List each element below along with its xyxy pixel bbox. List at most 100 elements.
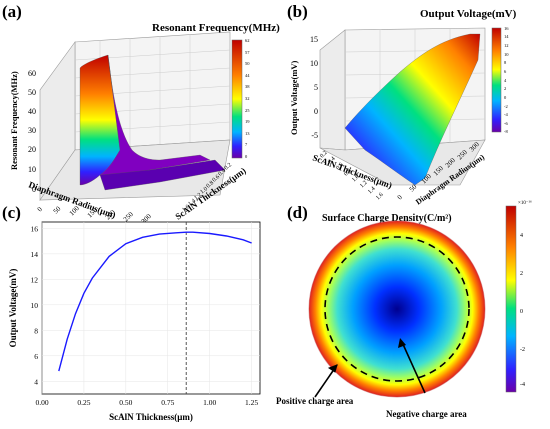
svg-text:4: 4 bbox=[504, 78, 507, 83]
svg-text:2: 2 bbox=[520, 271, 523, 277]
svg-text:1.0: 1.0 bbox=[199, 186, 209, 195]
svg-text:0: 0 bbox=[314, 107, 318, 116]
panel-d-negative-arrow bbox=[401, 341, 426, 394]
panel-b-side-wall bbox=[319, 29, 346, 151]
svg-text:0.6: 0.6 bbox=[335, 162, 345, 172]
panel-b-label: (b) bbox=[287, 2, 308, 21]
svg-text:14: 14 bbox=[504, 34, 509, 39]
panel-a-surface-floor bbox=[99, 159, 226, 191]
svg-text:-5: -5 bbox=[311, 131, 318, 140]
panel-c-x-ticks: 0.00 0.25 0.50 0.75 1.00 1.25 bbox=[35, 398, 258, 407]
svg-text:1.2: 1.2 bbox=[193, 192, 203, 201]
panel-a-colorbar-ticks: 62 57 50 44 38 32 25 19 13 7 0 bbox=[245, 38, 250, 159]
panel-b-title: Output Voltage(mV) bbox=[420, 8, 517, 20]
svg-text:38: 38 bbox=[245, 84, 250, 89]
panel-c-y-tick-label: 10 bbox=[31, 301, 39, 310]
panel-c-y-label: Output Voltage(mV) bbox=[8, 269, 18, 348]
panel-b-y-ticks: 0 50 100 150 200 250 300 bbox=[396, 140, 481, 201]
panel-d-outer-ring bbox=[308, 220, 486, 398]
panel-d-title: Surface Charge Density(C/m²) bbox=[322, 213, 452, 224]
panel-b-x-ticks: 0.2 0.4 0.6 0.8 1.0 1.2 1.4 1.6 bbox=[319, 150, 385, 202]
panel-c-y-ticks: 4 6 8 10 12 14 16 bbox=[31, 224, 39, 386]
svg-text:-4: -4 bbox=[520, 382, 525, 388]
svg-text:8: 8 bbox=[504, 60, 507, 65]
panel-d-label: (d) bbox=[287, 203, 308, 222]
svg-text:-8: -8 bbox=[504, 129, 508, 134]
svg-text:-4: -4 bbox=[504, 112, 508, 117]
svg-text:0.4: 0.4 bbox=[327, 156, 337, 166]
panel-c-x-tick-label: 0.75 bbox=[161, 398, 174, 407]
svg-text:12: 12 bbox=[504, 43, 509, 48]
svg-text:2: 2 bbox=[504, 86, 506, 91]
svg-text:50: 50 bbox=[28, 88, 36, 97]
panel-a-z-label: Resonant Frequency(MHz) bbox=[9, 71, 19, 170]
panel-c-x-label: ScAlN Thickness(μm) bbox=[109, 412, 193, 422]
panel-c-chart: 4 6 8 10 12 14 16 0.00 0.25 0.50 0.75 1.00 1.25 ScA… bbox=[8, 221, 261, 422]
svg-text:0.4: 0.4 bbox=[217, 168, 227, 177]
panel-b-surface bbox=[344, 33, 481, 186]
panel-c-x-tick-label: 0.25 bbox=[77, 398, 90, 407]
svg-text:32: 32 bbox=[245, 96, 250, 101]
svg-text:44: 44 bbox=[245, 73, 250, 78]
panel-d-colorbar bbox=[505, 205, 517, 393]
svg-text:10: 10 bbox=[310, 59, 318, 68]
svg-text:1.2: 1.2 bbox=[359, 180, 369, 190]
panel-c-plot-frame bbox=[41, 221, 261, 395]
svg-text:6: 6 bbox=[504, 69, 507, 74]
panel-c-x-tick-label: 0.50 bbox=[119, 398, 132, 407]
panel-c-y-tick-label: 14 bbox=[31, 250, 39, 259]
panel-c-series-line bbox=[58, 231, 252, 372]
svg-text:-6: -6 bbox=[504, 121, 508, 126]
svg-text:-2: -2 bbox=[520, 347, 525, 353]
panel-a-y-ticks: 0.2 0.4 0.6 0.8 1.0 1.2 1.4 1.6 bbox=[181, 162, 233, 213]
svg-text:0.8: 0.8 bbox=[205, 180, 215, 189]
panel-b-chart: 16 14 12 10 8 6 4 2 0 -2 -4 -6 -8 -5 0 5… bbox=[289, 26, 509, 207]
svg-text:50: 50 bbox=[408, 182, 419, 193]
svg-text:13: 13 bbox=[245, 131, 250, 136]
svg-text:16: 16 bbox=[504, 26, 509, 31]
panel-d-colorbar-exponent: ×10⁻¹⁶ bbox=[518, 200, 532, 206]
svg-text:-2: -2 bbox=[504, 104, 508, 109]
svg-text:0: 0 bbox=[245, 154, 248, 159]
svg-text:0: 0 bbox=[32, 185, 36, 194]
svg-text:10: 10 bbox=[28, 165, 36, 174]
panel-c-label: (c) bbox=[2, 203, 21, 222]
panel-b-colorbar bbox=[491, 27, 502, 133]
svg-text:1.4: 1.4 bbox=[367, 186, 377, 196]
svg-text:62: 62 bbox=[245, 38, 250, 43]
svg-text:0.6: 0.6 bbox=[211, 174, 221, 183]
svg-text:20: 20 bbox=[28, 145, 36, 154]
svg-text:40: 40 bbox=[28, 107, 36, 116]
svg-text:50: 50 bbox=[52, 204, 63, 215]
panel-a-label: (a) bbox=[2, 2, 22, 21]
panel-d-chart: Positive charge area Negative charge are… bbox=[276, 200, 532, 419]
panel-b-z-label: Output Voltage(mV) bbox=[289, 60, 299, 135]
panel-c-x-tick-label: 0.00 bbox=[35, 398, 48, 407]
panel-c-x-tick-label: 1.00 bbox=[203, 398, 216, 407]
panel-d-boundary-circle bbox=[324, 236, 470, 382]
panel-c-grid bbox=[41, 222, 260, 394]
svg-text:1.0: 1.0 bbox=[351, 174, 361, 184]
svg-text:10: 10 bbox=[504, 52, 509, 57]
panel-d-negative-arrowhead bbox=[398, 338, 406, 348]
svg-text:4: 4 bbox=[520, 233, 523, 239]
panel-a-z-ticks: 0 10 20 30 40 50 60 bbox=[28, 69, 36, 194]
panel-b-colorbar-ticks: 16 14 12 10 8 6 4 2 0 -2 -4 -6 -8 bbox=[504, 26, 509, 134]
panel-a-surface-curve bbox=[99, 54, 211, 178]
svg-text:50: 50 bbox=[245, 61, 250, 66]
panel-d-positive-label: Positive charge area bbox=[276, 396, 354, 406]
panel-d-negative-label: Negative charge area bbox=[386, 409, 467, 419]
panel-a-chart: 62 57 50 44 38 32 25 19 13 7 0 0 10 20 3… bbox=[9, 31, 250, 225]
svg-text:19: 19 bbox=[245, 119, 250, 124]
panel-d-charge-disc bbox=[309, 221, 485, 397]
svg-text:0: 0 bbox=[504, 95, 507, 100]
svg-text:25: 25 bbox=[245, 108, 250, 113]
panel-c-y-tick-label: 8 bbox=[34, 326, 38, 335]
panel-a-title: Resonant Frequency(MHz) bbox=[152, 22, 280, 34]
svg-text:0.2: 0.2 bbox=[223, 162, 233, 171]
svg-text:1.4: 1.4 bbox=[187, 198, 197, 207]
svg-text:5: 5 bbox=[314, 83, 318, 92]
panel-c-y-tick-label: 4 bbox=[34, 377, 38, 386]
svg-text:0.8: 0.8 bbox=[343, 168, 353, 178]
panel-d-colorbar-ticks: 4 2 0 -2 -4 bbox=[520, 233, 525, 388]
